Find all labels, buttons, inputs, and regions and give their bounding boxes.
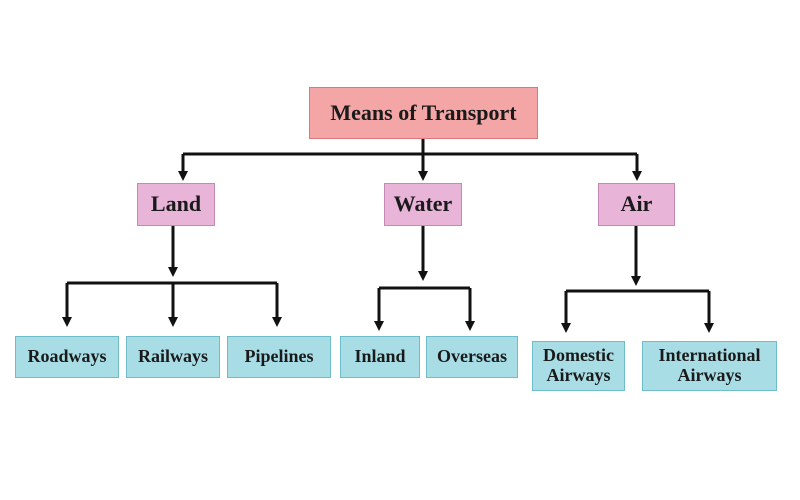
leaf-label-international-airways: International Airways	[658, 345, 761, 385]
leaf-node-pipelines: Pipelines	[227, 336, 331, 378]
root-node-means-of-transport: Means of Transport	[309, 87, 538, 139]
leaf-label-domestic-airways: Domestic Airways	[543, 345, 614, 385]
leaf-label-overseas: Overseas	[437, 346, 507, 367]
leaf-label-pipelines: Pipelines	[244, 346, 314, 367]
leaf-node-international-airways: International Airways	[642, 341, 777, 391]
category-node-water: Water	[384, 183, 462, 226]
category-label-land: Land	[150, 191, 202, 217]
leaf-label-railways: Railways	[137, 346, 208, 367]
category-label-air: Air	[620, 191, 653, 217]
category-node-land: Land	[137, 183, 215, 226]
leaf-node-railways: Railways	[126, 336, 220, 378]
leaf-node-domestic-airways: Domestic Airways	[532, 341, 625, 391]
category-node-air: Air	[598, 183, 675, 226]
leaf-label-inland: Inland	[354, 346, 406, 367]
leaf-label-roadways: Roadways	[27, 346, 107, 367]
category-label-water: Water	[393, 191, 453, 217]
leaf-node-inland: Inland	[340, 336, 420, 378]
leaf-node-roadways: Roadways	[15, 336, 119, 378]
leaf-node-overseas: Overseas	[426, 336, 518, 378]
root-node-label: Means of Transport	[330, 99, 517, 125]
